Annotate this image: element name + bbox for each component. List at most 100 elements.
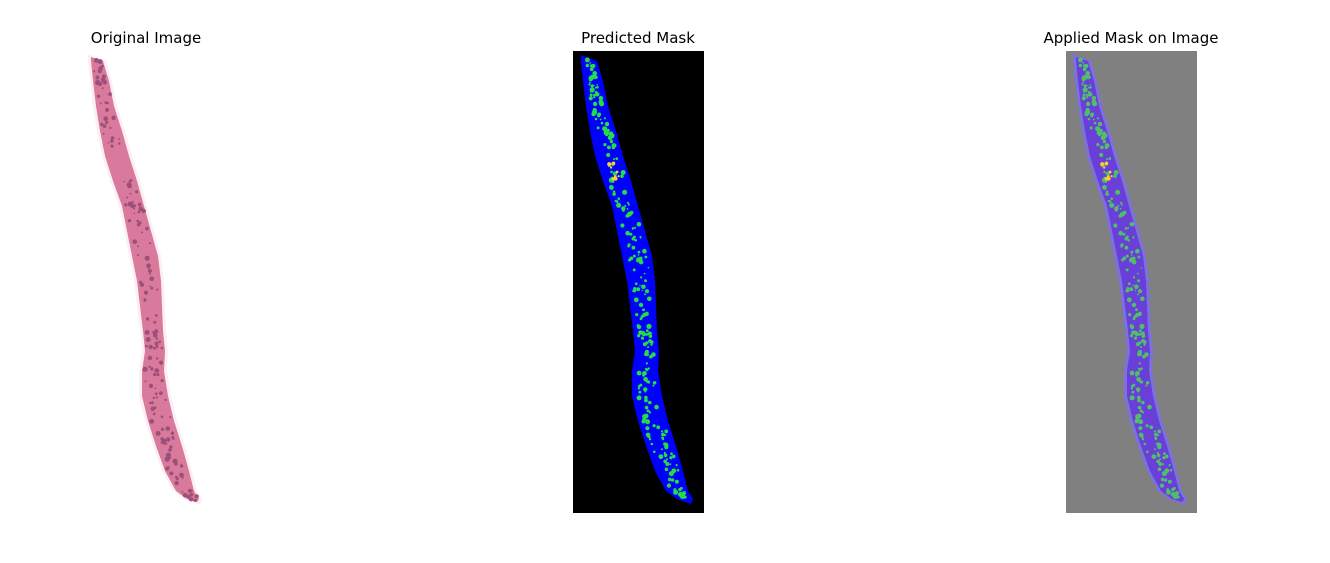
overlay-highlight-spot	[1130, 370, 1134, 374]
tissue-dark-spot	[145, 226, 149, 231]
mask-highlight-spot	[645, 419, 651, 425]
mask-highlight-spot	[602, 126, 608, 132]
mask-highlight-spot	[661, 432, 665, 437]
tissue-dark-spot	[94, 58, 99, 63]
tissue-dark-spot	[164, 398, 167, 402]
mask-highlight-spot	[603, 130, 609, 136]
mask-highlight-spot	[642, 417, 647, 422]
overlay-highlight-spot	[1125, 254, 1129, 258]
overlay-highlight-spot	[1137, 255, 1141, 259]
tissue-dark-spot	[189, 492, 194, 497]
tissue-dark-spot	[181, 490, 184, 493]
mask-highlight-spot	[672, 454, 676, 459]
mask-highlight-spot	[662, 438, 665, 441]
tissue-dark-spot	[118, 142, 121, 145]
mask-highlight-spot	[648, 400, 652, 405]
tissue-dark-spot	[107, 102, 110, 105]
tissue-dark-spot	[156, 373, 160, 377]
tissue-dark-spot	[133, 212, 136, 215]
overlay-highlight-spot	[1100, 145, 1104, 150]
overlay-highlight-spot	[1173, 486, 1176, 490]
mask-highlight-spot	[632, 268, 636, 272]
mask-highlight-spot	[666, 458, 668, 461]
overlay-highlight-spot	[1082, 81, 1084, 84]
tissue-dark-spot	[147, 355, 153, 361]
tissue-dark-spot	[148, 365, 151, 368]
overlay-highlight-spot	[1138, 426, 1143, 431]
mask-hot-spot	[611, 161, 616, 166]
overlay-highlight-spot	[1137, 293, 1139, 296]
overlay-highlight-spot	[1087, 86, 1090, 89]
overlay-highlight-spot	[1135, 371, 1140, 376]
overlay-highlight-spot	[1117, 204, 1120, 207]
mask-highlight-spot	[674, 479, 679, 484]
mask-highlight-spot	[589, 87, 595, 93]
overlay-highlight-spot	[1136, 387, 1141, 392]
overlay-highlight-spot	[1157, 429, 1162, 434]
tissue-dark-spot	[110, 136, 115, 140]
tissue-dark-spot	[150, 367, 154, 371]
mask-highlight-spot	[615, 157, 619, 160]
mask-highlight-spot	[612, 192, 616, 196]
tissue-dark-spot	[160, 415, 164, 419]
overlay-highlight-spot	[1106, 158, 1108, 161]
predicted-mask-panel	[573, 51, 704, 513]
mask-highlight-spot	[609, 139, 614, 144]
tissue-dark-spot	[165, 466, 170, 471]
mask-highlight-spot	[589, 78, 592, 82]
tissue-dark-spot	[156, 288, 159, 291]
overlay-highlight-spot	[1083, 84, 1087, 88]
overlay-highlight-spot	[1141, 438, 1145, 441]
mask-highlight-spot	[611, 146, 615, 150]
tissue-dark-spot	[127, 219, 132, 223]
overlay-highlight-spot	[1109, 202, 1115, 208]
overlay-highlight-spot	[1096, 130, 1102, 136]
mask-highlight-spot	[644, 352, 649, 357]
tissue-dark-spot	[186, 494, 191, 499]
mask-highlight-spot	[644, 289, 650, 294]
mask-highlight-spot	[620, 174, 624, 178]
tissue-dark-spot	[145, 344, 148, 348]
mask-highlight-spot	[669, 463, 672, 466]
mask-hot-spot	[617, 175, 620, 178]
tissue-dark-spot	[132, 204, 136, 208]
overlay-highlight-spot	[1164, 468, 1170, 474]
mask-highlight-spot	[642, 371, 647, 376]
tissue-dark-spot	[158, 360, 164, 365]
overlay-highlight-spot	[1157, 467, 1162, 472]
tissue-dark-spot	[144, 255, 150, 261]
overlay-highlight-spot	[1169, 469, 1173, 472]
tissue-dark-spot	[137, 254, 139, 257]
tissue-dark-spot	[152, 412, 156, 416]
overlay-highlight-spot	[1078, 63, 1082, 68]
overlay-highlight-spot	[1125, 268, 1129, 272]
overlay-highlight-spot	[1140, 266, 1143, 269]
overlay-highlight-spot	[1120, 201, 1123, 204]
tissue-dark-spot	[147, 266, 150, 270]
mask-highlight-spot	[673, 489, 679, 495]
overlay-highlight-spot	[1156, 451, 1159, 455]
mask-highlight-spot	[625, 230, 630, 236]
tissue-dark-spot	[159, 391, 163, 396]
mask-highlight-spot	[596, 84, 598, 86]
overlay-highlight-spot	[1135, 417, 1140, 422]
overlay-highlight-spot	[1134, 284, 1139, 290]
mask-highlight-spot	[627, 245, 630, 248]
overlay-highlight-spot	[1142, 354, 1146, 359]
overlay-highlight-spot	[1132, 284, 1134, 287]
tissue-dark-spot	[118, 138, 121, 140]
overlay-highlight-spot	[1137, 405, 1142, 410]
tissue-dark-spot	[144, 330, 150, 335]
overlay-highlight-spot	[1113, 174, 1117, 178]
tissue-dark-spot	[155, 357, 159, 360]
mask-highlight-spot	[642, 308, 645, 312]
tissue-dark-spot	[188, 491, 190, 493]
overlay-highlight-spot	[1137, 279, 1141, 283]
mask-highlight-spot	[647, 380, 651, 384]
mask-highlight-spot	[663, 451, 666, 455]
overlay-highlight-spot	[1153, 430, 1157, 433]
overlay-highlight-spot	[1167, 479, 1172, 484]
mask-highlight-spot	[620, 170, 626, 175]
overlay-highlight-spot	[1139, 409, 1143, 413]
tissue-dark-spot	[163, 442, 166, 445]
